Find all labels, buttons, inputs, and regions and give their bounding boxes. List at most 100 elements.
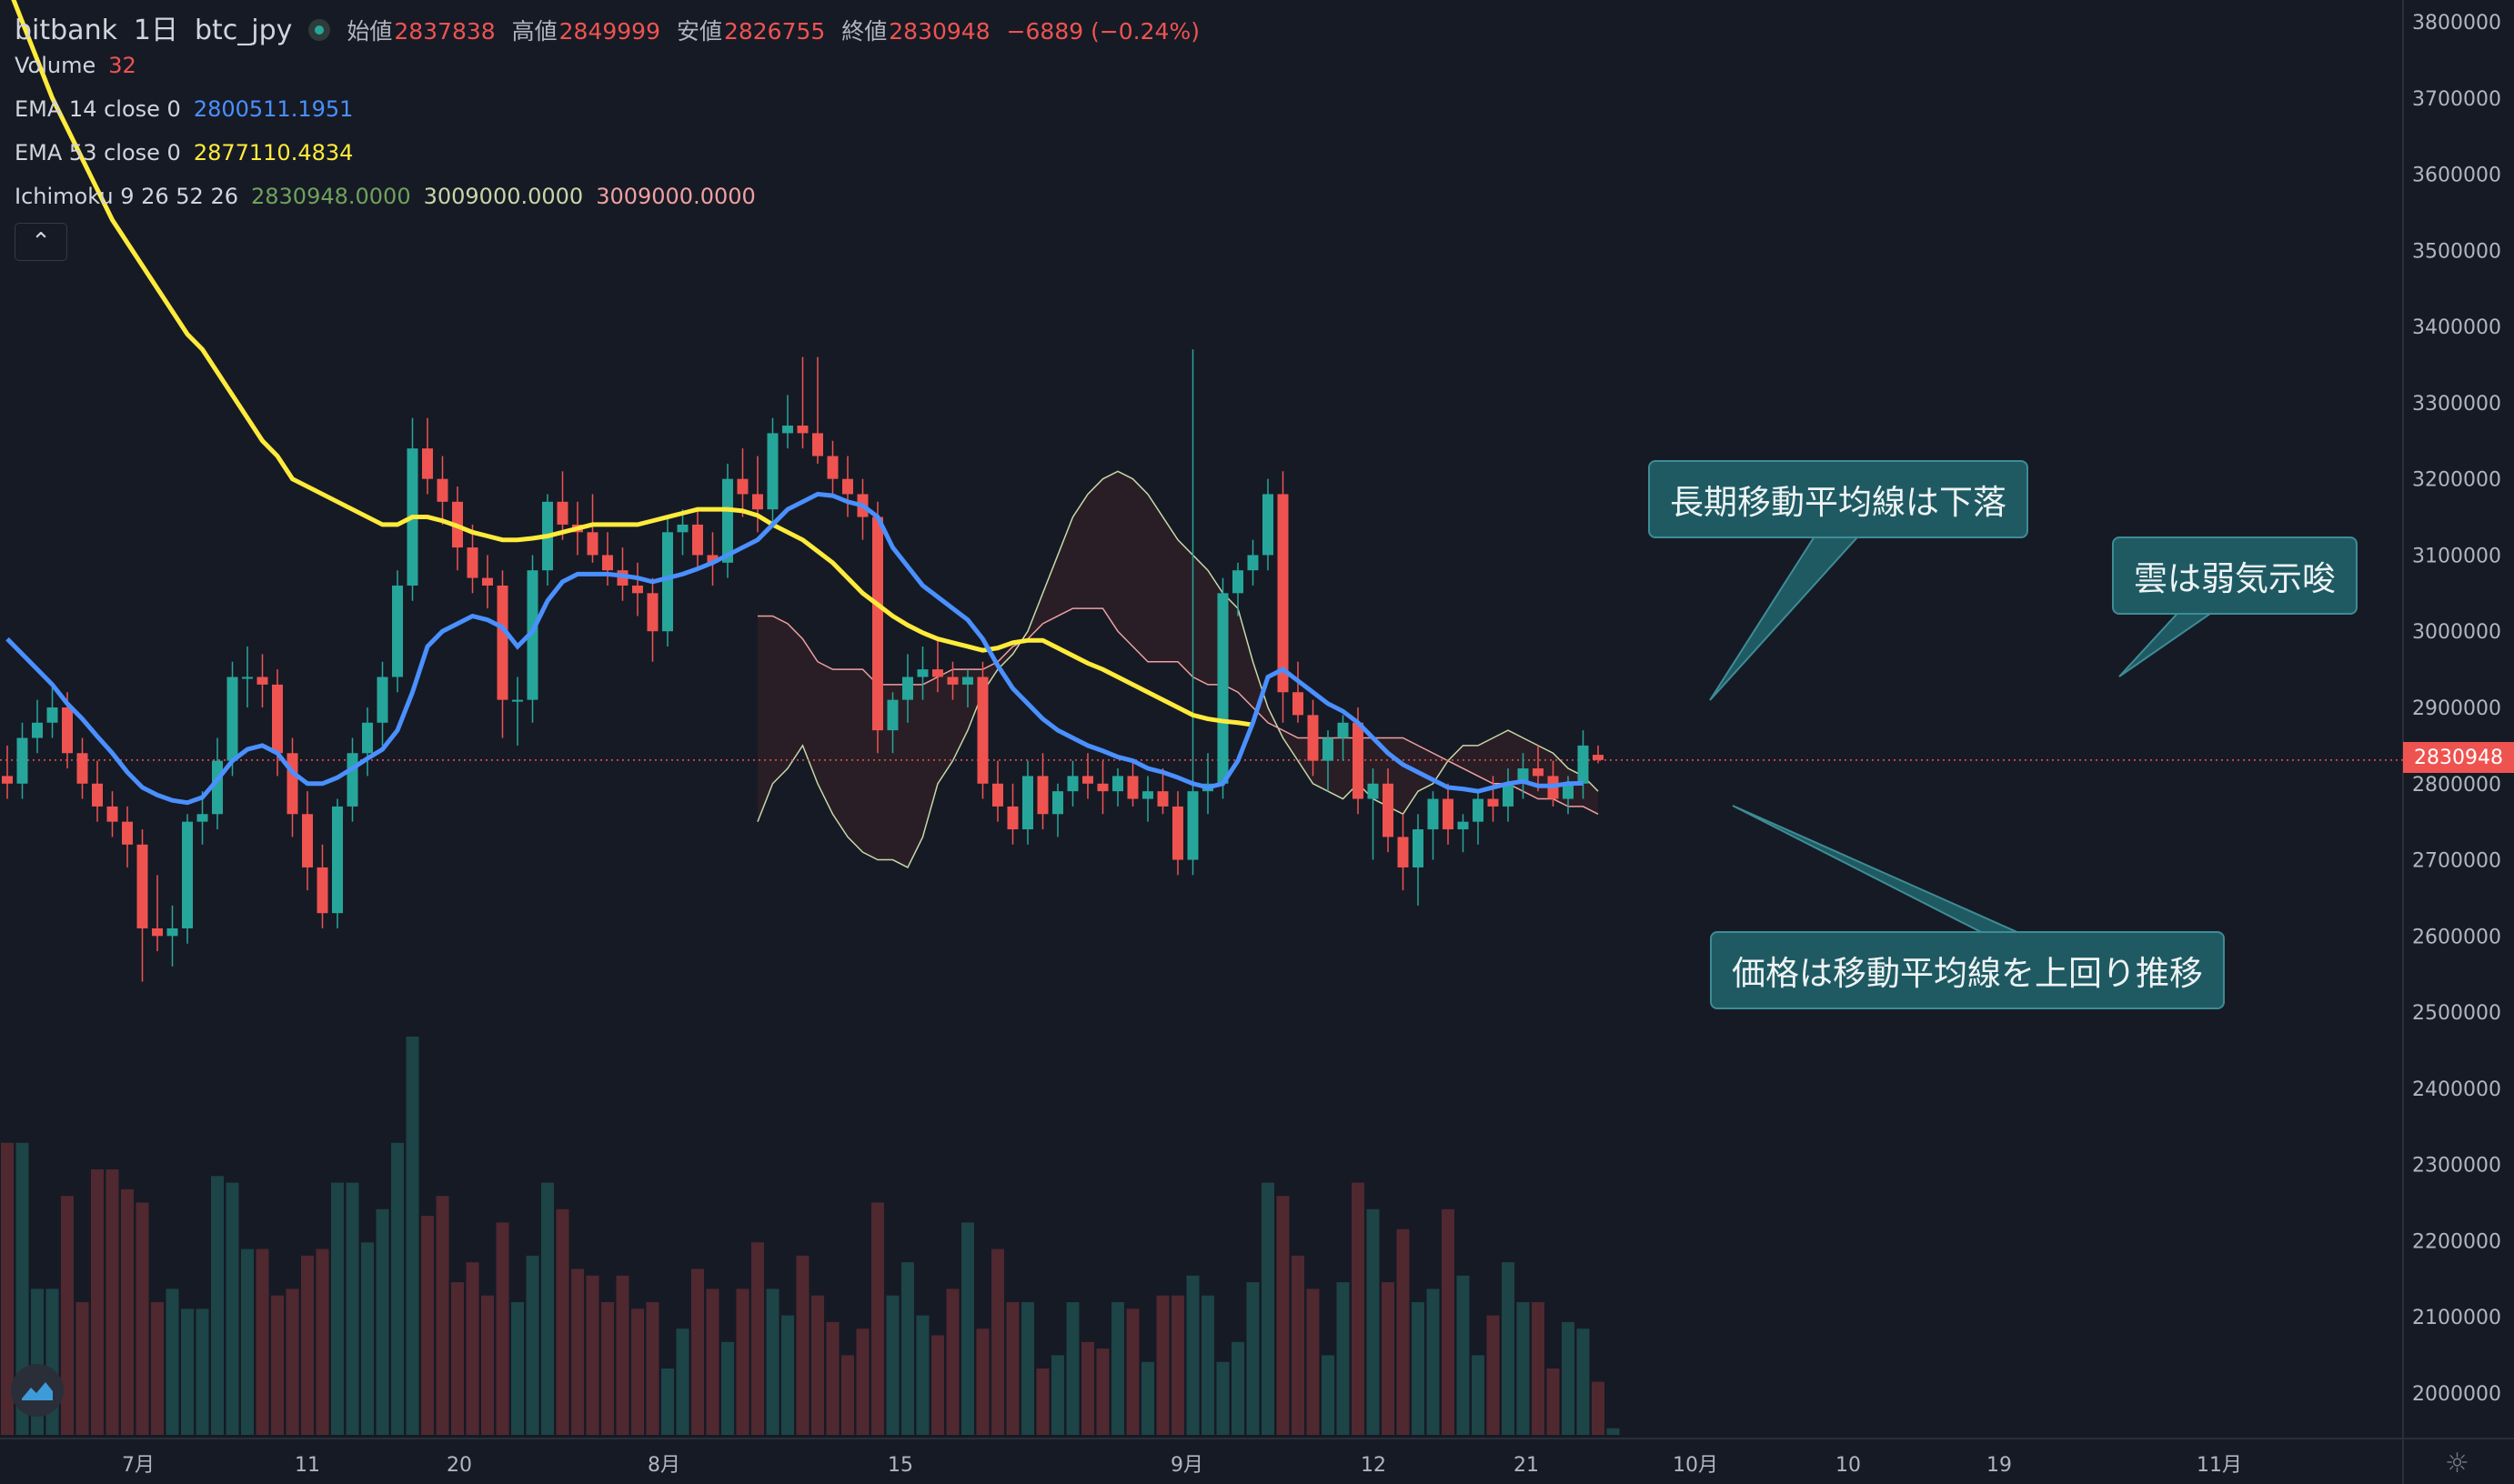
candle-body (707, 555, 719, 563)
settings-gear-icon[interactable]: ☼ (2445, 1448, 2469, 1479)
volume-bar (571, 1268, 584, 1435)
volume-bar (631, 1309, 644, 1435)
volume-bar (1606, 1428, 1620, 1435)
callout-price: 価格は移動平均線を上回り推移 (1710, 931, 2225, 1009)
candle-body (1127, 776, 1139, 799)
volume-bar (481, 1295, 494, 1435)
volume-bar (1382, 1282, 1394, 1435)
time-tick-label: 11月 (2197, 1454, 2242, 1477)
candle-body (842, 478, 853, 495)
candle-body (1413, 829, 1423, 867)
volume-bar (676, 1329, 689, 1435)
low-label: 安値 (676, 18, 722, 45)
candle-body (437, 478, 448, 502)
volume-bar (1156, 1295, 1170, 1435)
volume-bar (1021, 1302, 1034, 1435)
time-tick-label: 10 (1835, 1454, 1861, 1477)
candle-body (1487, 798, 1499, 807)
candle-body (632, 585, 643, 594)
volume-bar (751, 1242, 764, 1435)
candle-body (782, 426, 793, 434)
ema53-line (11, 0, 1253, 727)
chevron-up-icon: ⌃ (31, 228, 51, 256)
candle-body (1533, 768, 1544, 777)
volume-bar (1202, 1295, 1214, 1435)
price-tick-label: 3100000 (2412, 545, 2501, 567)
candle-body (557, 501, 568, 525)
candle-body (467, 547, 478, 578)
volume-bar (1336, 1282, 1350, 1435)
volume-bar (1246, 1282, 1260, 1435)
candle-body (602, 555, 613, 571)
legend-ichimoku[interactable]: Ichimoku 9 26 52 26 2830948.0000 3009000.0… (15, 184, 756, 209)
volume-bar (1516, 1302, 1530, 1435)
volume-bar (946, 1288, 960, 1435)
price-tick-label: 2600000 (2412, 926, 2501, 948)
volume-bar (421, 1216, 434, 1435)
volume-bar (1322, 1355, 1334, 1435)
time-tick-label: 11 (295, 1454, 320, 1477)
candle-body (647, 593, 659, 632)
candle-body (182, 821, 193, 928)
symbol-name[interactable]: btc_jpy (194, 15, 293, 46)
exchange-name[interactable]: bitbank (15, 15, 117, 46)
volume-bar (451, 1282, 464, 1435)
candle-body (317, 867, 328, 914)
tradingview-logo-icon[interactable] (11, 1364, 64, 1417)
legend-ema14[interactable]: EMA 14 close 0 2800511.1951 (15, 96, 353, 122)
volume-bar (496, 1222, 509, 1435)
collapse-legend-button[interactable]: ⌃ (15, 223, 67, 261)
time-tick-label: 8月 (648, 1454, 680, 1477)
volume-bar (871, 1202, 884, 1435)
candle-body (587, 532, 598, 556)
time-tick-label: 21 (1513, 1454, 1539, 1477)
volume-bar (1186, 1275, 1200, 1435)
candle-body (152, 928, 163, 937)
legend-volume[interactable]: Volume 32 (15, 53, 136, 78)
legend-ema14-value: 2800511.1951 (193, 96, 354, 122)
volume-bar (316, 1248, 329, 1435)
legend-ema53[interactable]: EMA 53 close 0 2877110.4834 (15, 140, 353, 165)
volume-bar (1456, 1275, 1470, 1435)
candle-body (992, 783, 1003, 807)
candle-body (932, 669, 943, 677)
candle-body (512, 699, 523, 702)
volume-bar (1426, 1288, 1440, 1435)
volume-bar (541, 1182, 554, 1435)
volume-bar (1081, 1341, 1094, 1435)
candle-body (256, 677, 268, 685)
candle-body (917, 669, 929, 677)
volume-bar (961, 1222, 974, 1435)
interval[interactable]: 1日 (133, 15, 179, 46)
price-tick-label: 2300000 (2412, 1155, 2501, 1178)
volume-bar (436, 1196, 449, 1435)
volume-bar (286, 1288, 299, 1435)
candle-body (1457, 821, 1469, 830)
candle-body (767, 433, 779, 510)
volume-bar (1306, 1288, 1320, 1435)
volume-bar (991, 1248, 1004, 1435)
candle-body (287, 753, 298, 815)
candle-body (1037, 776, 1049, 815)
time-tick-label: 15 (888, 1454, 913, 1477)
open-value: 2837838 (394, 18, 496, 45)
volume-bar (646, 1302, 659, 1435)
volume-bar (106, 1169, 119, 1435)
volume-bar (331, 1182, 344, 1435)
price-tick-label: 2900000 (2412, 697, 2501, 720)
volume-bar (1172, 1295, 1184, 1435)
price-tick-label: 2500000 (2412, 1002, 2501, 1025)
legend-volume-label: Volume (15, 53, 96, 78)
candle-body (1337, 722, 1349, 738)
volume-bar (346, 1182, 359, 1435)
candle-body (166, 928, 178, 937)
time-tick-label: 7月 (122, 1454, 155, 1477)
volume-bar (151, 1302, 164, 1435)
volume-bar (1276, 1196, 1290, 1435)
volume-bar (301, 1255, 314, 1435)
volume-bar (511, 1302, 524, 1435)
volume-bar (136, 1202, 149, 1435)
candle-body (1353, 722, 1363, 799)
volume-bar (841, 1355, 854, 1435)
